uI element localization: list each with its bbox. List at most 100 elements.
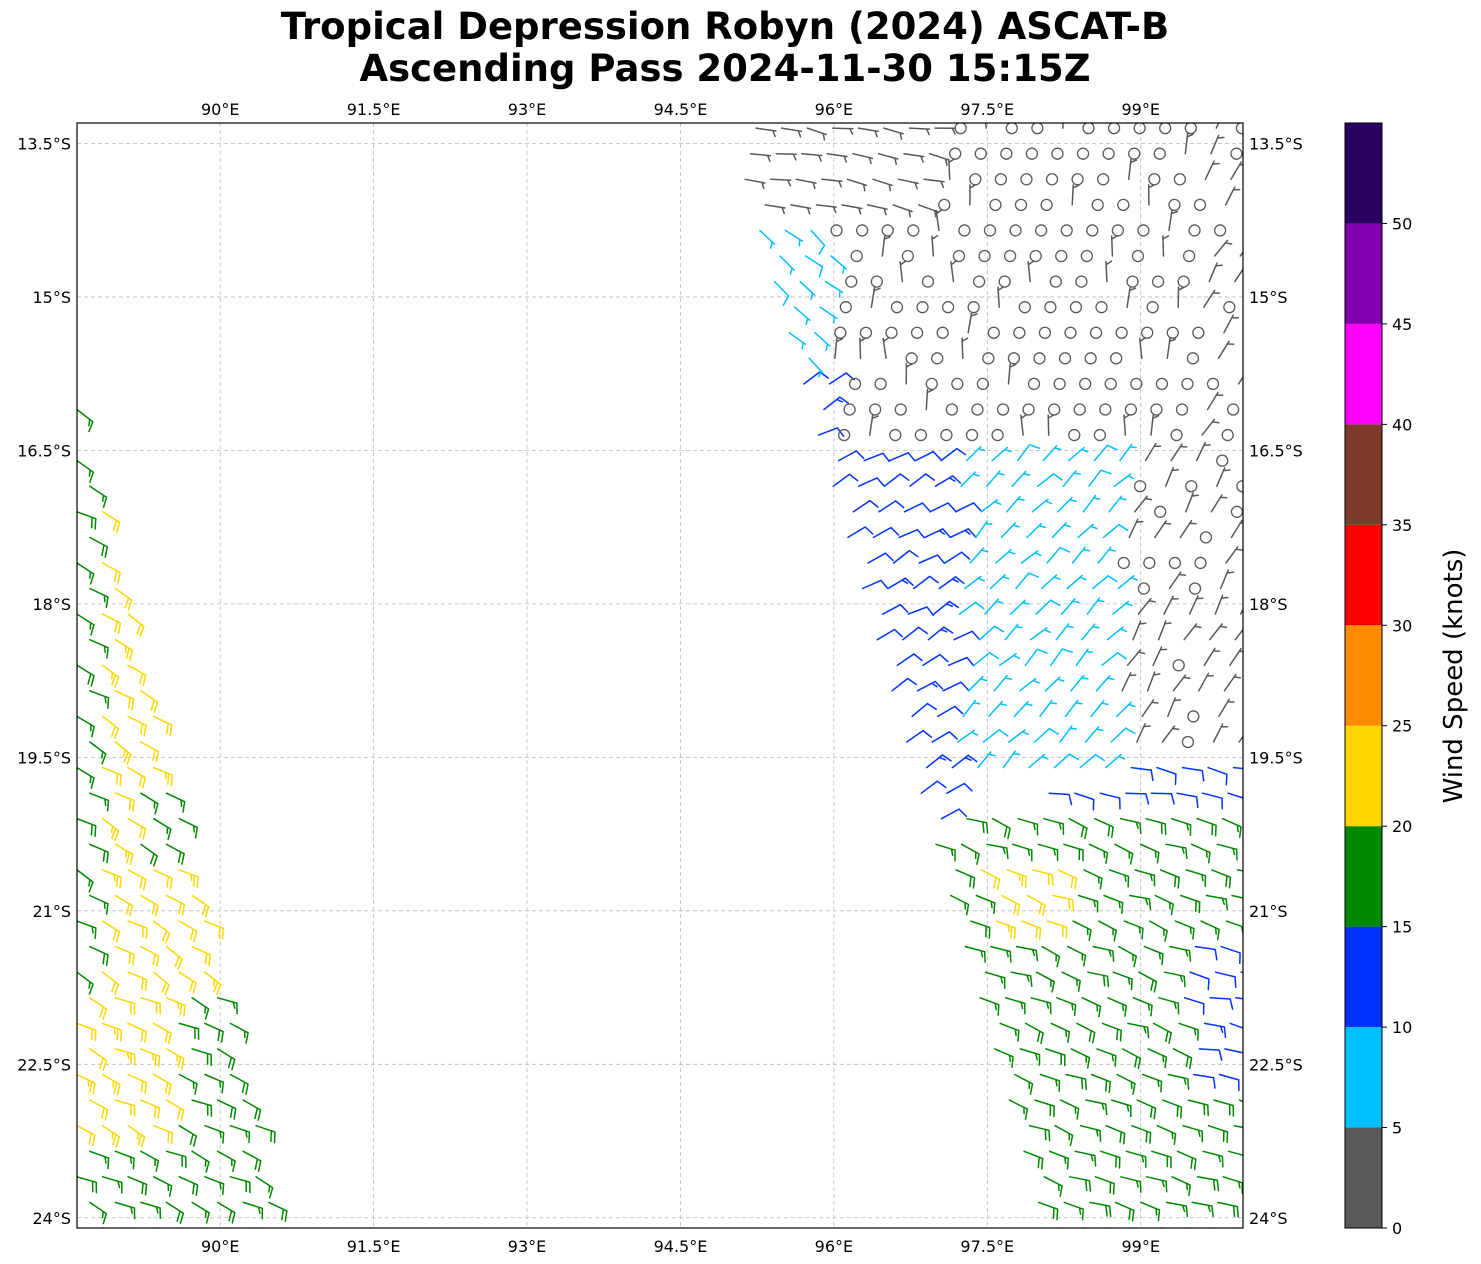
wind-barb — [77, 459, 95, 483]
lon-tick-label-top: 90°E — [201, 100, 239, 119]
wind-barb — [1237, 1227, 1240, 1228]
wind-barb — [1139, 843, 1160, 864]
wind-barb — [1117, 575, 1138, 590]
lat-tick-label-right: 16.5°S — [1249, 441, 1303, 460]
wind-barb — [1131, 1124, 1152, 1144]
wind-barb — [911, 702, 937, 718]
wind-barb — [1121, 1048, 1142, 1070]
wind-barb — [216, 1201, 236, 1224]
wind-barb — [1147, 1048, 1168, 1069]
wind-barb — [1066, 574, 1087, 590]
calm-circle — [1216, 454, 1229, 467]
wind-barb — [926, 754, 952, 769]
colorbar-bin — [1345, 323, 1382, 425]
wind-barb — [1015, 945, 1039, 962]
lon-tick-label-bottom: 99°E — [1121, 1237, 1159, 1256]
wind-barb — [255, 1176, 274, 1199]
lat-tick-label-left: 21°S — [32, 902, 71, 921]
wind-barb — [114, 690, 135, 711]
wind-barb — [1026, 894, 1046, 917]
wind-barb — [810, 229, 826, 255]
wind-barb — [1089, 1201, 1112, 1218]
wind-barb — [152, 971, 170, 996]
wind-barb — [1238, 735, 1243, 743]
wind-barb — [1195, 441, 1211, 462]
wind-barb — [1212, 723, 1229, 743]
calm-circle — [1115, 326, 1128, 339]
wind-barb — [1028, 753, 1049, 769]
wind-barb — [1092, 575, 1118, 590]
calm-circle — [1155, 377, 1169, 391]
wind-barb — [152, 920, 171, 944]
wind-barb — [1205, 894, 1229, 911]
wind-barb — [859, 337, 867, 360]
wind-barb — [1081, 997, 1102, 1018]
wind-barb — [1227, 1150, 1243, 1157]
wind-barb — [819, 306, 838, 324]
wind-barb — [1086, 597, 1105, 615]
wind-barb — [1172, 1048, 1193, 1069]
wind-barb — [89, 638, 109, 659]
wind-barb — [178, 1227, 181, 1228]
calm-circle — [874, 377, 887, 391]
wind-barb — [1211, 1227, 1215, 1228]
colorbar-label: Wind Speed (knots) — [1439, 549, 1469, 804]
wind-barb — [1118, 945, 1138, 968]
wind-barb — [178, 1176, 199, 1196]
wind-barb — [1149, 920, 1168, 942]
wind-barb — [832, 127, 854, 135]
wind-barb — [1056, 997, 1077, 1017]
wind-barb — [255, 1124, 276, 1144]
wind-barb — [1094, 1176, 1115, 1195]
wind-barb — [925, 388, 934, 411]
wind-barb — [1201, 792, 1224, 810]
wind-barb — [1208, 623, 1228, 641]
wind-barb — [1159, 869, 1180, 889]
wind-barb — [127, 1022, 148, 1043]
wind-barb — [1182, 1124, 1204, 1143]
lat-tick-label-right: 21°S — [1249, 902, 1288, 921]
wind-barb — [1218, 698, 1235, 718]
wind-barb — [946, 782, 973, 794]
wind-barb — [923, 178, 945, 189]
wind-barb — [1145, 1176, 1168, 1193]
lon-tick-label-top: 93°E — [508, 100, 546, 119]
wind-barb — [982, 729, 1009, 743]
calm-circle — [1137, 224, 1150, 237]
wind-barb — [780, 127, 803, 138]
wind-barb — [1114, 1201, 1135, 1222]
wind-barb — [1068, 817, 1088, 840]
wind-barb — [152, 766, 173, 787]
wind-barb — [878, 500, 905, 513]
wind-barb — [784, 229, 804, 247]
wind-barb — [1102, 523, 1129, 539]
calm-circle — [940, 428, 953, 442]
wind-barb — [1161, 725, 1180, 743]
wind-barb — [1020, 413, 1028, 436]
wind-barb — [779, 255, 795, 275]
wind-barb — [1094, 817, 1114, 839]
wind-barb — [1211, 869, 1232, 889]
wind-barb — [152, 1227, 157, 1228]
wind-barb — [1234, 267, 1243, 283]
wind-barb — [969, 547, 989, 564]
wind-barb — [863, 452, 891, 463]
wind-barb — [1171, 1176, 1192, 1197]
wind-barb — [1037, 843, 1059, 862]
calm-circle — [1230, 147, 1243, 160]
wind-barb — [1048, 792, 1073, 806]
wind-barb — [89, 1099, 109, 1121]
colorbar-bin — [1345, 926, 1382, 1028]
wind-barb — [1024, 1022, 1044, 1045]
wind-barb — [152, 1022, 172, 1045]
wind-barb — [889, 452, 916, 462]
wind-barb — [1113, 473, 1135, 487]
colorbar-bin — [1345, 424, 1382, 525]
wind-barb — [165, 894, 186, 916]
wind-barb — [1112, 600, 1133, 615]
wind-barb — [204, 1176, 225, 1196]
wind-barb — [1010, 971, 1033, 988]
calm-circle — [1051, 147, 1064, 160]
wind-barb — [165, 1201, 185, 1225]
calm-circle — [1013, 326, 1026, 339]
